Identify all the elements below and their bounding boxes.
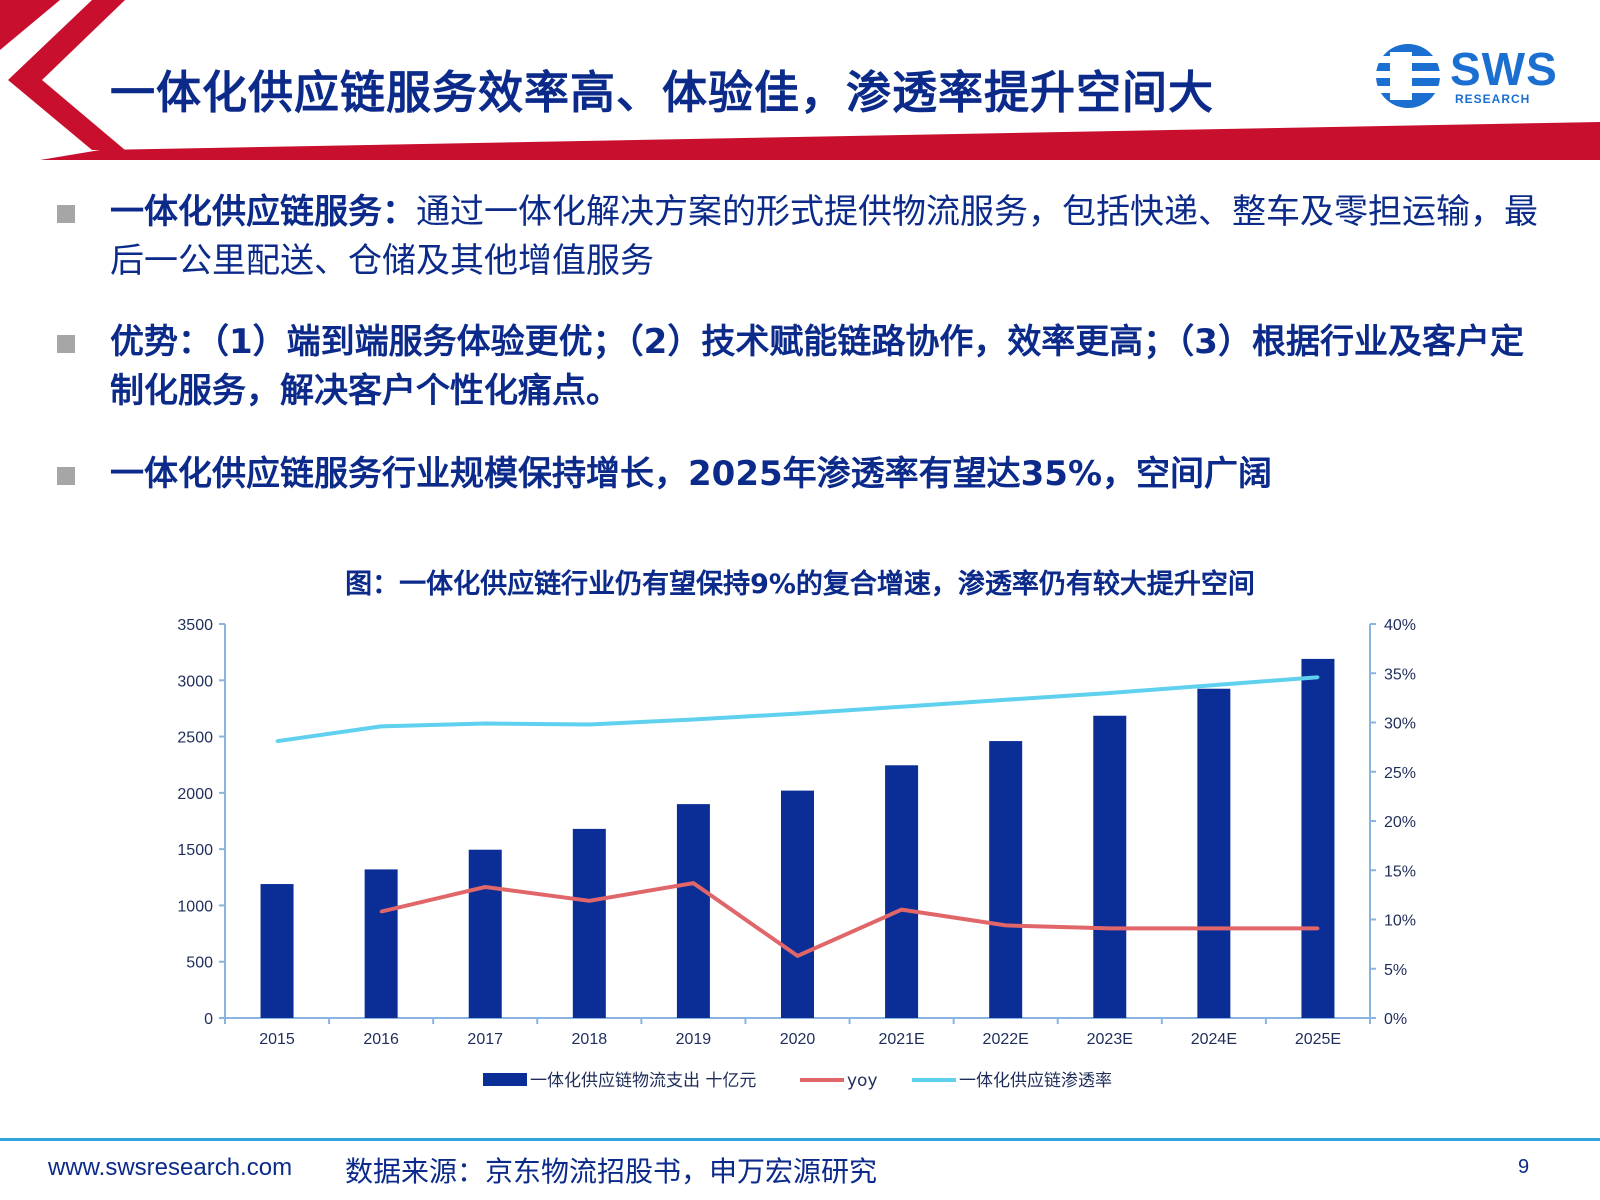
footer-url: www.swsresearch.com bbox=[48, 1154, 293, 1181]
left-axis-tick-label: 2500 bbox=[177, 730, 213, 747]
line-yoy-point bbox=[1316, 926, 1320, 930]
bar-spend bbox=[572, 828, 606, 1018]
bar-spend bbox=[676, 804, 710, 1018]
left-axis-tick-label: 3500 bbox=[177, 617, 213, 634]
x-axis-tick-label: 2024E bbox=[1191, 1031, 1237, 1048]
x-axis-tick-label: 2015 bbox=[259, 1031, 295, 1048]
line-penetration-point bbox=[587, 722, 591, 726]
line-penetration-point bbox=[379, 724, 383, 728]
line-penetration-point bbox=[796, 712, 799, 716]
logo-subtitle: RESEARCH bbox=[1455, 92, 1531, 106]
footer-divider bbox=[0, 1138, 1600, 1141]
line-penetration-point bbox=[1108, 691, 1112, 695]
line-yoy-point bbox=[587, 899, 591, 903]
page-number: 9 bbox=[1518, 1156, 1530, 1178]
x-axis-tick-label: 2017 bbox=[467, 1031, 503, 1048]
bar-spend bbox=[781, 790, 814, 1018]
right-axis-tick-label: 10% bbox=[1384, 913, 1416, 930]
bar-spend bbox=[468, 849, 502, 1018]
bar-spend bbox=[1301, 658, 1335, 1018]
x-axis-tick-label: 2023E bbox=[1087, 1031, 1133, 1048]
bar-spend bbox=[364, 869, 398, 1018]
sws-logo-icon bbox=[1376, 44, 1440, 108]
line-penetration-point bbox=[483, 721, 487, 725]
right-axis-tick-label: 30% bbox=[1384, 716, 1416, 733]
right-axis-tick-label: 15% bbox=[1384, 863, 1416, 880]
left-axis-tick-label: 2000 bbox=[177, 786, 213, 803]
line-yoy-point bbox=[1108, 926, 1112, 930]
combo-chart: 0 500 1000 1500 2000 2500 3000 3500 0% 5% 10% 15% 20… bbox=[177, 617, 1416, 1091]
right-axis-tick-label: 5% bbox=[1384, 962, 1407, 979]
logo-wordmark: SWS bbox=[1450, 43, 1558, 95]
left-axis-tick-label: 0 bbox=[204, 1011, 213, 1028]
bar-spend bbox=[1197, 688, 1231, 1018]
bullet-text: 一体化供应链服务：通过一体化解决方案的形式提供物流服务，包括快递、整车及零担运输… bbox=[110, 188, 1550, 286]
line-yoy-point bbox=[379, 910, 383, 914]
line-yoy-point bbox=[900, 908, 904, 912]
left-axis-tick-label: 1500 bbox=[177, 842, 213, 859]
line-penetration-point bbox=[1004, 698, 1008, 702]
x-axis-tick-label: 2018 bbox=[572, 1031, 608, 1048]
legend-label-bar: 一体化供应链物流支出 十亿元 bbox=[530, 1071, 756, 1091]
bar-spend bbox=[989, 741, 1023, 1018]
legend-label-penetration: 一体化供应链渗透率 bbox=[959, 1071, 1112, 1091]
bar-spend bbox=[885, 765, 919, 1018]
right-axis-tick-label: 20% bbox=[1384, 814, 1416, 831]
x-axis-tick-label: 2019 bbox=[676, 1031, 712, 1048]
bullet-square-icon bbox=[57, 335, 75, 353]
data-source: 数据来源：京东物流招股书，申万宏源研究 bbox=[345, 1155, 878, 1188]
line-yoy-point bbox=[483, 885, 487, 889]
right-axis-tick-label: 0% bbox=[1384, 1011, 1407, 1028]
left-axis-tick-label: 3000 bbox=[177, 673, 213, 690]
header-corner bbox=[0, 0, 60, 50]
line-penetration-point bbox=[1316, 675, 1320, 679]
bar-spend bbox=[260, 884, 294, 1018]
right-axis-tick-label: 40% bbox=[1384, 617, 1416, 634]
right-axis-tick-label: 25% bbox=[1384, 765, 1416, 782]
line-penetration-point bbox=[275, 739, 279, 743]
slide-title: 一体化供应链服务效率高、体验佳，渗透率提升空间大 bbox=[110, 66, 1215, 119]
right-axis-tick-label: 35% bbox=[1384, 666, 1416, 683]
bullet-square-icon bbox=[57, 467, 75, 485]
header-chevron bbox=[8, 0, 125, 150]
bullet-lead: 一体化供应链服务： bbox=[110, 192, 416, 232]
header-decoration bbox=[0, 0, 1600, 160]
bullet-text: 一体化供应链服务行业规模保持增长，2025年渗透率有望达35%，空间广阔 bbox=[110, 454, 1273, 494]
x-axis-tick-label: 2020 bbox=[780, 1031, 816, 1048]
x-axis-tick-label: 2022E bbox=[983, 1031, 1029, 1048]
line-penetration bbox=[276, 675, 1319, 744]
line-penetration-point bbox=[1212, 683, 1216, 687]
line-yoy-point bbox=[796, 954, 799, 958]
line-yoy bbox=[380, 881, 1318, 958]
bar-spend bbox=[1093, 715, 1127, 1018]
line-yoy-point bbox=[691, 881, 695, 885]
legend-swatch-bar bbox=[483, 1073, 527, 1086]
left-axis-tick-label: 500 bbox=[186, 955, 213, 972]
chart-title: 图：一体化供应链行业仍有望保持9%的复合增速，渗透率仍有较大提升空间 bbox=[345, 569, 1255, 600]
bullet-body: 通过一体化解决方案的形式提供物流服务，包括快递、整车及零担运输，最后一公里配送、… bbox=[110, 192, 1538, 281]
bullet-square-icon bbox=[57, 205, 75, 223]
legend-label-yoy: yoy bbox=[847, 1071, 878, 1091]
line-penetration-point bbox=[691, 718, 695, 722]
x-axis-tick-label: 2016 bbox=[363, 1031, 399, 1048]
header-red-band bbox=[40, 122, 1600, 160]
line-penetration-point bbox=[900, 705, 904, 709]
x-axis-tick-label: 2021E bbox=[878, 1031, 924, 1048]
line-yoy-point bbox=[1004, 923, 1008, 927]
left-axis-tick-label: 1000 bbox=[177, 898, 213, 915]
bullet-text: 优势：（1）端到端服务体验更优；（2）技术赋能链路协作，效率更高；（3）根据行业… bbox=[110, 322, 1524, 411]
line-yoy-point bbox=[1212, 926, 1216, 930]
x-axis-tick-label: 2025E bbox=[1295, 1031, 1341, 1048]
